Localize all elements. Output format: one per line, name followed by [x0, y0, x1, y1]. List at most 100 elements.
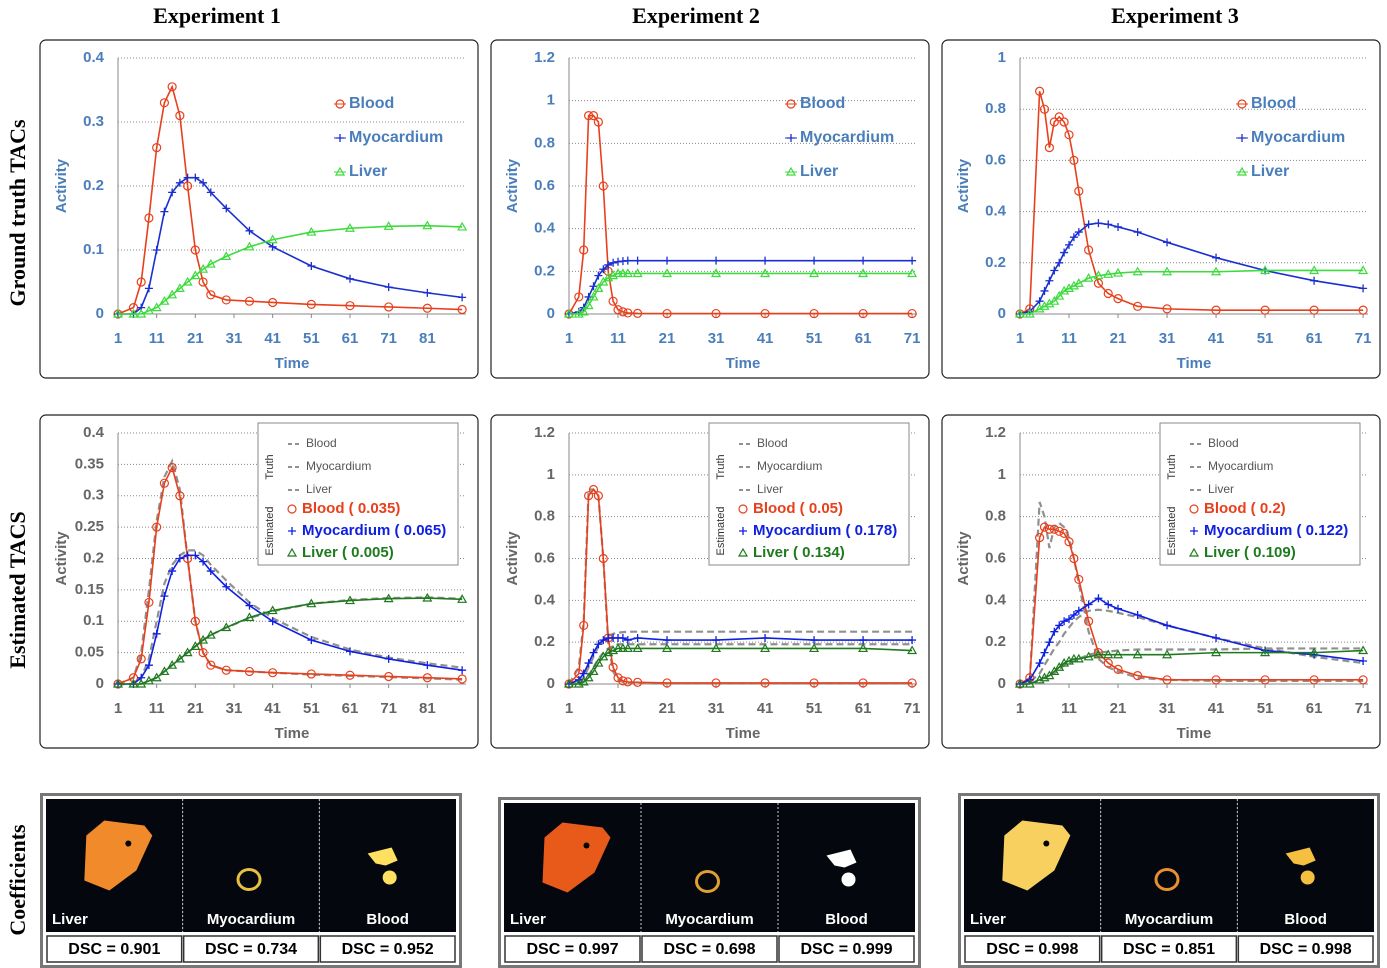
y-axis-label: Activity: [53, 158, 70, 213]
x-tick-label: 41: [1208, 330, 1225, 347]
y-tick-label: 0.1: [83, 241, 104, 258]
legend-label: Myocardium ( 0.178): [753, 522, 897, 539]
x-tick-label: 21: [187, 700, 204, 717]
chart-frame: [942, 40, 1380, 378]
x-axis-label: Time: [1177, 725, 1212, 742]
x-tick-label: 61: [855, 330, 872, 347]
y-tick-label: 1.2: [985, 424, 1006, 441]
legend-group: Estimated: [715, 507, 727, 556]
chart-frame: [40, 40, 478, 378]
x-tick-label: 1: [114, 330, 122, 347]
x-tick-label: 61: [1306, 330, 1323, 347]
x-tick-label: 31: [1159, 700, 1176, 717]
legend-label: Myocardium ( 0.065): [302, 522, 446, 539]
dsc-label: DSC = 0.999: [800, 941, 892, 958]
dsc-label: DSC = 0.997: [526, 941, 618, 958]
x-tick-label: 51: [806, 330, 823, 347]
liver-hole: [125, 841, 131, 847]
y-tick-label: 0.8: [985, 508, 1006, 525]
chart-frame: [491, 40, 929, 378]
x-tick-label: 11: [610, 330, 626, 347]
y-axis-label: Activity: [955, 158, 972, 213]
legend-label: Myocardium: [1251, 129, 1345, 146]
y-tick-label: 0.2: [534, 633, 555, 650]
liver-hole: [584, 843, 590, 849]
y-tick-label: 0.05: [75, 644, 104, 661]
y-tick-label: 1: [547, 466, 555, 483]
x-tick-label: 31: [1159, 330, 1176, 347]
x-tick-label: 1: [565, 700, 573, 717]
region-label: Liver: [510, 911, 546, 928]
y-tick-label: 0.8: [985, 100, 1006, 117]
region-label: Blood: [1284, 911, 1327, 928]
legend-label: Myocardium ( 0.122): [1204, 522, 1348, 539]
y-tick-label: 0: [96, 305, 104, 322]
x-tick-label: 21: [659, 330, 676, 347]
legend-label: Blood ( 0.035): [302, 500, 400, 517]
column-title: Experiment 2: [632, 3, 760, 28]
y-tick-label: 0.1: [83, 612, 104, 629]
row-title: Estimated TACS: [5, 511, 30, 668]
legend-label: Liver: [306, 482, 332, 496]
dsc-label: DSC = 0.698: [663, 941, 755, 958]
y-tick-label: 0.35: [75, 455, 104, 472]
y-tick-label: 0.3: [83, 113, 104, 130]
x-tick-label: 11: [149, 700, 165, 717]
x-tick-label: 71: [380, 330, 397, 347]
x-tick-label: 1: [1016, 700, 1024, 717]
x-tick-label: 51: [1257, 330, 1274, 347]
x-tick-label: 41: [264, 700, 281, 717]
y-tick-label: 0: [547, 305, 555, 322]
y-tick-label: 0: [96, 675, 104, 692]
blood-blob: [1301, 871, 1315, 885]
blood-blob: [383, 871, 397, 885]
legend-label: Liver: [349, 163, 387, 180]
legend-label: Blood ( 0.2): [1204, 500, 1286, 517]
legend-group: Estimated: [264, 507, 276, 556]
y-tick-label: 0.4: [985, 203, 1007, 220]
x-tick-label: 41: [1208, 700, 1225, 717]
x-axis-label: Time: [275, 355, 310, 372]
legend-label: Liver: [757, 482, 783, 496]
region-label: Myocardium: [665, 911, 753, 928]
x-tick-label: 11: [1061, 330, 1077, 347]
x-tick-label: 71: [904, 700, 921, 717]
x-tick-label: 61: [342, 330, 359, 347]
y-tick-label: 0: [998, 675, 1006, 692]
legend-label: Blood ( 0.05): [753, 500, 843, 517]
x-tick-label: 71: [380, 700, 397, 717]
legend-label: Blood: [757, 436, 788, 450]
dsc-label: DSC = 0.901: [68, 941, 160, 958]
y-tick-label: 0.6: [985, 151, 1006, 168]
x-tick-label: 11: [610, 700, 626, 717]
legend-label: Liver ( 0.005): [302, 544, 394, 561]
y-tick-label: 0.4: [534, 220, 556, 237]
x-axis-label: Time: [726, 725, 761, 742]
legend-label: Liver: [1208, 482, 1234, 496]
legend-label: Blood: [306, 436, 337, 450]
liver-hole: [1043, 841, 1049, 847]
y-tick-label: 1.2: [534, 49, 555, 66]
x-tick-label: 21: [1110, 330, 1127, 347]
y-tick-label: 1: [998, 49, 1006, 66]
x-tick-label: 61: [1306, 700, 1323, 717]
y-axis-label: Activity: [955, 531, 972, 586]
dsc-label: DSC = 0.952: [342, 941, 434, 958]
y-tick-label: 0.4: [83, 49, 105, 66]
x-tick-label: 71: [1355, 700, 1372, 717]
x-tick-label: 31: [226, 330, 243, 347]
x-tick-label: 41: [757, 700, 774, 717]
legend-label: Blood: [1208, 436, 1239, 450]
y-axis-label: Activity: [504, 531, 521, 586]
x-tick-label: 11: [149, 330, 165, 347]
legend-group: Estimated: [1166, 507, 1178, 556]
x-tick-label: 51: [303, 700, 320, 717]
y-tick-label: 0.3: [83, 487, 104, 504]
region-label: Myocardium: [207, 911, 295, 928]
blood-blob: [842, 873, 856, 887]
y-tick-label: 1: [998, 466, 1006, 483]
y-tick-label: 0.4: [534, 591, 556, 608]
y-tick-label: 0.15: [75, 581, 104, 598]
column-title: Experiment 1: [153, 3, 281, 28]
x-tick-label: 71: [1355, 330, 1372, 347]
